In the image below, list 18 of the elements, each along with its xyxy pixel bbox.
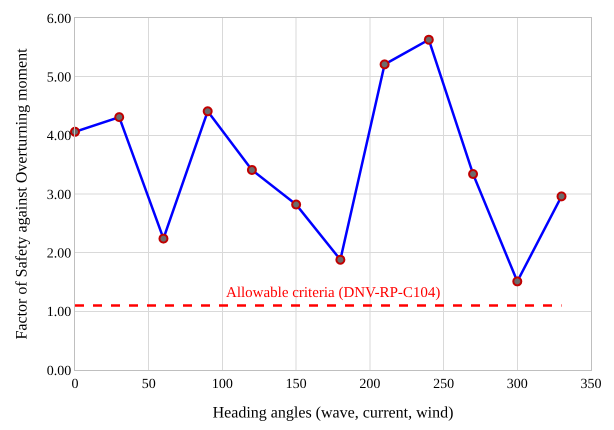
y-tick-label: 2.00 [46,246,72,262]
ref-line-label: Allowable criteria (DNV-RP-C104) [226,285,440,301]
x-tick-label: 150 [286,376,307,392]
y-tick-label: 4.00 [46,129,72,144]
x-tick-label: 250 [433,376,454,392]
x-tick-label: 300 [506,376,528,392]
y-tick-label: 6.00 [46,12,72,27]
x-tick-label: 350 [580,376,602,392]
x-tick-label: 100 [212,376,233,392]
x-tick-label: 50 [142,376,156,392]
y-axis-title: Factor of Safety against Overturning moment [14,48,31,340]
y-tick-label: 5.00 [46,70,72,86]
y-tick-label: 3.00 [46,188,72,203]
y-tick-label: 1.00 [46,305,72,320]
x-tick-label: 0 [72,376,78,392]
x-tick-label: 200 [359,376,380,392]
x-axis-title: Heading angles (wave, current, wind) [212,404,454,422]
y-tick-label: 0.00 [46,364,72,379]
